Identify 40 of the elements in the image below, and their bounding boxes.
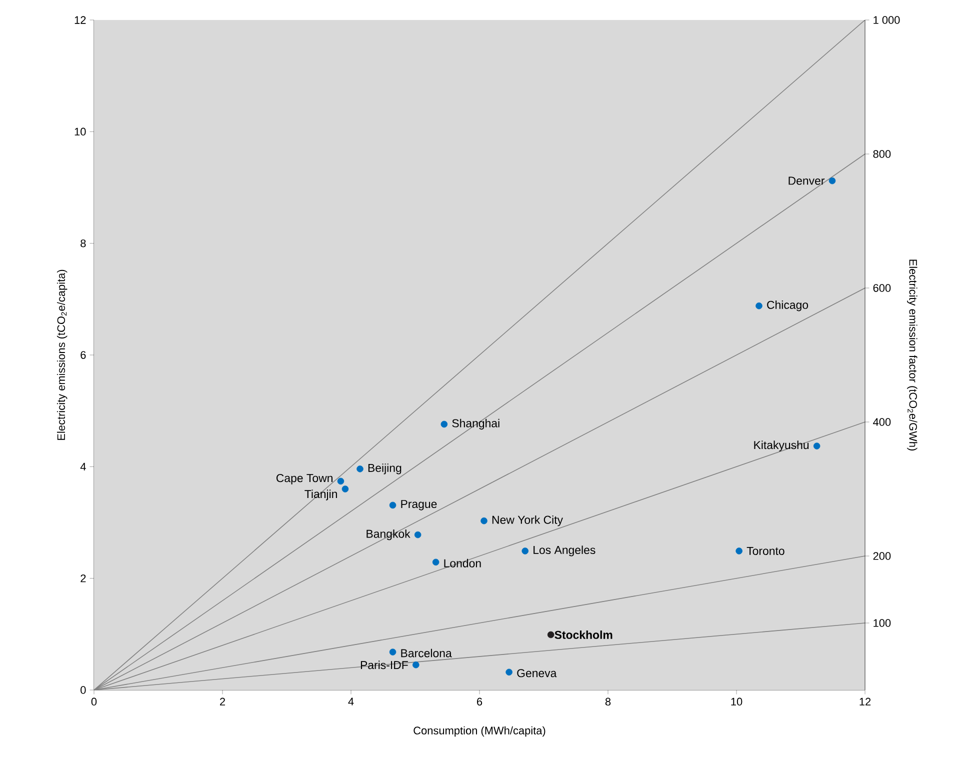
x-tick-label: 8 — [605, 698, 611, 706]
y2-tick-label: 1 000 — [874, 16, 900, 24]
annotation: Beijing — [368, 464, 402, 474]
y-tick-label: 6 — [80, 351, 86, 359]
y-tick-label: 8 — [80, 239, 86, 248]
y-tick-label: 0 — [80, 686, 86, 694]
x-tick-label: 6 — [477, 698, 482, 706]
annotation: Bangkok — [366, 529, 410, 540]
y2-tick-label: 100 — [874, 619, 891, 627]
annotation: Denver — [788, 176, 825, 185]
y2-tick-label: 400 — [873, 418, 891, 426]
annotation: Shanghai — [452, 418, 500, 430]
annotation: Prague — [401, 500, 437, 510]
annotation: Chicago — [767, 300, 808, 312]
x-tick-label: 0 — [91, 698, 97, 706]
annotation: Cape Town — [276, 474, 332, 484]
y2-axis-title: Electricity emission factor (tCO$_{2}$e/GWh) — [907, 260, 918, 450]
annotation: New York City — [492, 515, 563, 526]
x-tick-label: 10 — [731, 698, 742, 706]
annotation: Barcelona — [401, 648, 452, 658]
x-tick-label: 2 — [220, 698, 225, 706]
y2-tick-label: 200 — [873, 552, 891, 560]
x-tick-label: 12 — [860, 698, 871, 706]
annotation: Tianjin — [304, 490, 337, 500]
x-axis-title: Consumption (MWh/capita) — [414, 726, 546, 737]
y-tick-label: 10 — [74, 128, 86, 136]
y-tick-label: 4 — [80, 462, 86, 470]
y-axis-title: Electricity emissions (tCO$_{2}$e/capita) — [56, 270, 68, 440]
y-tick-label: 2 — [80, 574, 86, 582]
series-label: Stockholm — [554, 630, 612, 639]
y2-tick-label: 600 — [873, 284, 891, 292]
annotation: Los Angeles — [534, 546, 596, 556]
annotation: Geneva — [517, 669, 557, 678]
annotation: Paris-IDF — [360, 660, 408, 670]
annotation: Kitakyushu — [754, 440, 809, 452]
annotation: London — [444, 558, 481, 568]
y-tick-label: 12 — [74, 16, 86, 24]
annotation: Toronto — [746, 546, 784, 555]
y2-tick-label: 800 — [873, 150, 891, 158]
x-tick-label: 4 — [348, 698, 354, 706]
